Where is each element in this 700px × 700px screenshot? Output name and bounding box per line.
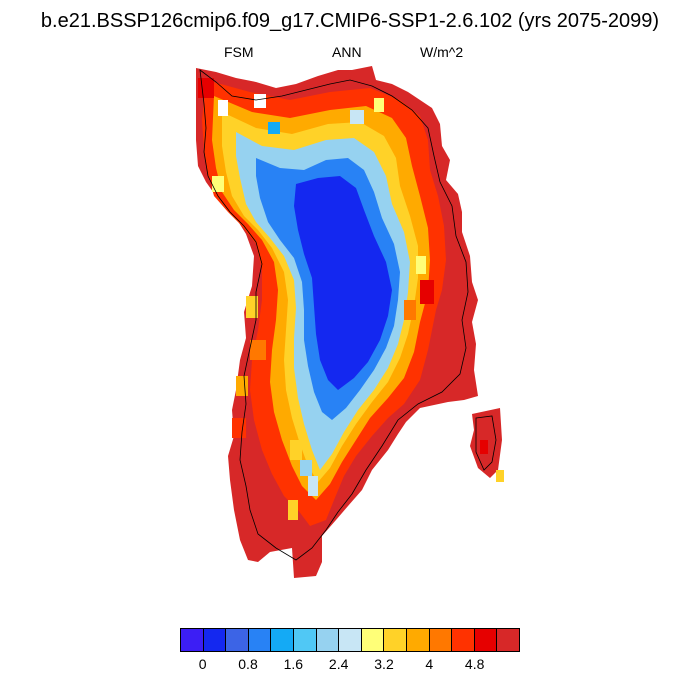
colorbar-tick-label: 0.8 [238,656,258,672]
colorbar-box-12 [452,629,475,651]
plot-title: b.e21.BSSP126cmip6.f09_g17.CMIP6-SSP1-2.… [40,10,660,32]
colorbar-box-8 [361,629,385,651]
colorbar [180,628,520,652]
colorbar-tick-label: 3.2 [374,656,394,672]
colorbar-tick-label: 2.4 [328,656,349,672]
colorbar-box-14 [497,629,519,651]
colorbar-box-10 [406,629,430,651]
coastline [199,69,469,561]
colorbar-box-4 [271,629,294,651]
colorbar-tick-label: 4.8 [464,656,485,672]
greenland-map [196,66,504,578]
colorbar-box-13 [474,629,498,651]
colorbar-box-0 [181,629,204,651]
colorbar-box-7 [339,629,362,651]
units-label: W/m^2 [420,44,464,60]
colorbar-box-3 [248,629,272,651]
colorbar-tick-label: 0 [198,656,207,672]
colorbar-tick-label: 4 [425,656,434,672]
variable-label: FSM [224,44,254,60]
colorbar-box-5 [293,629,317,651]
colorbar-box-11 [429,629,453,651]
colorbar-box-6 [316,629,340,651]
colorbar-tick-label: 1.6 [283,656,304,672]
colorbar-box-9 [384,629,407,651]
colorbar-box-2 [226,629,249,651]
season-label: ANN [332,44,362,60]
colorbar-box-1 [203,629,227,651]
